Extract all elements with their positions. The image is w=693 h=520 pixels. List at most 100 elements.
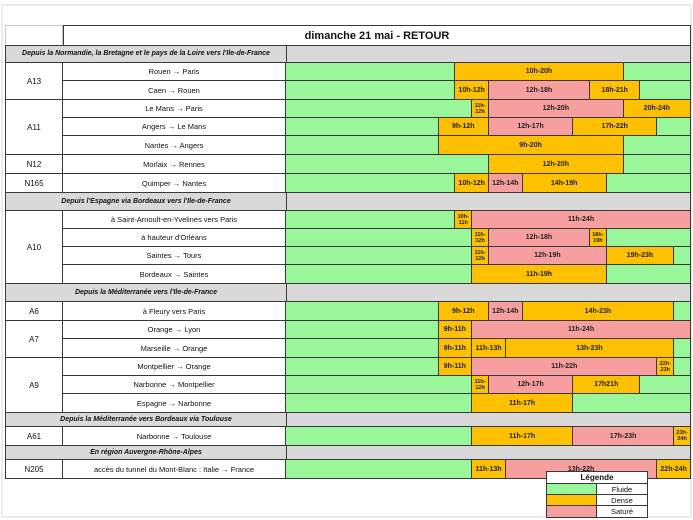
route-cell: Quimper → Nantes: [63, 174, 286, 192]
route-cell: Orange → Lyon: [63, 321, 286, 338]
table-row: Marseille → Orange 9h-11h 11h-13h 13h-23h: [63, 339, 690, 357]
route-rows: accès du tunnel du Mont-Blanc : Italie →…: [63, 460, 690, 478]
section-filler: [287, 193, 690, 210]
traffic-segment-dense: 12h-20h: [488, 155, 623, 173]
segment-time-label: 10h-: [457, 213, 469, 220]
page-title: dimanche 21 mai - RETOUR: [63, 25, 691, 45]
traffic-segment-fluide: [639, 376, 690, 393]
traffic-segment-dense: 11h- 12h: [471, 229, 488, 246]
timeline: 9h-11h 11h-24h: [286, 321, 690, 338]
road-cell: A6: [6, 302, 63, 320]
section-filler: [287, 413, 690, 426]
segment-time-label: 11h-13h: [475, 344, 502, 352]
legend-title: Légende: [547, 472, 647, 484]
route-cell: accès du tunnel du Mont-Blanc : Italie →…: [63, 460, 286, 478]
traffic-segment-fluide: [286, 136, 438, 154]
traffic-segment-sature: 12h-14h: [487, 174, 522, 192]
traffic-segment-dense: 20h-24h: [622, 100, 690, 117]
traffic-segment-fluide: [622, 136, 690, 154]
table-row: Montpellier → Orange 9h-11h 11h-22h 22h- 23h: [63, 358, 690, 376]
segment-time-label: 9h-11h: [443, 326, 466, 333]
route-cell: Saintes → Tours: [63, 247, 286, 264]
traffic-segment-dense: 22h-24h: [656, 460, 690, 478]
traffic-segment-fluide: [605, 174, 690, 192]
legend-swatch-dense: [547, 495, 597, 505]
traffic-segment-dense: 19h-23h: [605, 247, 674, 264]
table-row: Quimper → Nantes 10h-12h 12h-14h 14h-19h: [63, 174, 690, 192]
table-row: Le Mans → Paris 11h- 12h 12h-20h 20h-24h: [63, 100, 690, 118]
section-header-row: Depuis la Méditerranée vers Bordeaux via…: [6, 413, 690, 427]
road-cell: N12: [6, 155, 63, 173]
segment-time-label: 9h-20h: [519, 141, 542, 149]
table-row: Rouen → Paris 10h-20h: [63, 63, 690, 81]
segment-time-label: 11h-17h: [509, 399, 536, 407]
traffic-table: dimanche 21 mai - RETOUR Depuis la Norma…: [5, 25, 691, 479]
route-cell: Morlaix → Rennes: [63, 155, 286, 173]
segment-time-label: 19h: [593, 237, 603, 244]
timeline: 11h-17h: [286, 394, 690, 412]
table-row: Angers → Le Mans 9h-12h 12h-17h 17h-22h: [63, 118, 690, 136]
segment-time-label: 22h-: [659, 360, 671, 367]
traffic-segment-dense: 14h-23h: [521, 302, 674, 320]
timeline: 10h-12h 12h-14h 14h-19h: [286, 174, 690, 192]
traffic-segment-dense: 14h-19h: [521, 174, 606, 192]
table-row: à hauteur d'Orléans 11h- 12h 12h-18h 18h- 19h: [63, 229, 690, 247]
segment-time-label: 11h-19h: [525, 270, 553, 278]
timeline: 10h-12h 12h-18h 18h-21h: [286, 81, 690, 99]
segment-time-label: 13h-23h: [576, 344, 603, 352]
traffic-segment-fluide: [286, 174, 455, 192]
traffic-segment-fluide: [286, 155, 488, 173]
segment-time-label: 11h-: [474, 378, 486, 385]
traffic-segment-fluide: [286, 247, 472, 264]
traffic-segment-fluide: [286, 81, 455, 99]
traffic-segment-sature: 12h-17h: [488, 118, 573, 135]
table-row: Nantes → Angers 9h-20h: [63, 136, 690, 154]
segment-time-label: 11h-: [474, 249, 486, 256]
road-group-row: A11 Le Mans → Paris 11h- 12h 12h-20h 20h-24h A…: [6, 100, 690, 155]
traffic-segment-dense: 17h21h: [572, 376, 640, 393]
traffic-segment-fluide: [639, 81, 690, 99]
table-row: Espagne → Narbonne 11h-17h: [63, 394, 690, 412]
table-row: Narbonne → Toulouse 11h-17h 17h-23h 23h- 24h: [63, 427, 690, 445]
route-rows: Quimper → Nantes 10h-12h 12h-14h 14h-19h: [63, 174, 690, 192]
section-title: Depuis la Normandie, la Bretagne et le p…: [6, 46, 287, 62]
traffic-segment-fluide: [673, 302, 690, 320]
table-row: Morlaix → Rennes 12h-20h: [63, 155, 690, 173]
traffic-segment-dense: 11h-17h: [471, 427, 573, 445]
route-rows: Morlaix → Rennes 12h-20h: [63, 155, 690, 173]
traffic-segment-dense: 11h-19h: [471, 265, 606, 283]
segment-time-label: 11h-17h: [509, 432, 536, 440]
table-row: Orange → Lyon 9h-11h 11h-24h: [63, 321, 690, 339]
road-group-row: A61 Narbonne → Toulouse 11h-17h 17h-23h 23h-…: [6, 427, 690, 446]
traffic-segment-dense: 11h- 12h: [471, 100, 488, 117]
route-rows: Orange → Lyon 9h-11h 11h-24h Marseille → Or…: [63, 321, 690, 357]
route-cell: Nantes → Angers: [63, 136, 286, 154]
road-cell: A13: [6, 63, 63, 99]
route-cell: Rouen → Paris: [63, 63, 286, 80]
segment-time-label: 9h-11h: [443, 344, 466, 352]
traffic-segment-dense: 22h- 23h: [656, 358, 674, 375]
section-filler: [287, 284, 690, 301]
timeline: 10h-20h: [286, 63, 690, 80]
traffic-segment-sature: 11h-24h: [471, 321, 690, 338]
traffic-segment-fluide: [656, 118, 690, 135]
traffic-segment-fluide: [622, 63, 690, 80]
traffic-segment-dense: 11h- 12h: [471, 376, 488, 393]
road-group-row: A10 à Saint-Arnoult-en-Yvelines vers Pari…: [6, 211, 690, 284]
traffic-segment-dense: 11h-13h: [471, 460, 505, 478]
route-rows: à Saint-Arnoult-en-Yvelines vers Paris 10…: [63, 211, 690, 283]
traffic-segment-fluide: [673, 358, 690, 375]
section-title: Depuis la Méditerranée vers l'Ile-de-Fra…: [6, 284, 287, 301]
segment-time-label: 10h-12h: [458, 86, 485, 94]
timeline: 12h-20h: [286, 155, 690, 173]
segment-time-label: 12h-18h: [525, 86, 553, 94]
segment-time-label: 12h: [475, 108, 485, 115]
segment-time-label: 12h: [475, 384, 485, 391]
road-group-row: A9 Montpellier → Orange 9h-11h 11h-22h 22h- 2…: [6, 358, 690, 413]
segment-time-label: 10h-12h: [458, 179, 485, 187]
section-title: Depuis l'Espagne via Bordeaux vers l'Ile…: [6, 193, 287, 210]
traffic-segment-fluide: [605, 265, 690, 283]
segment-time-label: 23h: [660, 366, 670, 373]
road-group-row: A6 à Fleury vers Paris 9h-12h 12h-14h 14h-23…: [6, 302, 690, 321]
